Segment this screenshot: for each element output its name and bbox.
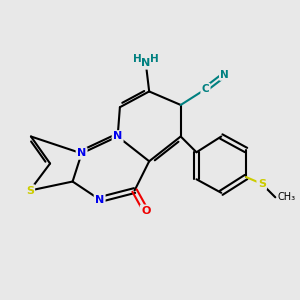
Text: CH₃: CH₃ [278,192,296,202]
Text: S: S [258,179,266,189]
Text: S: S [26,185,34,196]
Text: C: C [202,84,209,94]
Text: N: N [95,195,104,205]
Text: N: N [141,58,150,68]
Text: N: N [220,70,229,80]
Text: H: H [150,54,159,64]
Text: H: H [133,54,141,64]
Text: N: N [113,131,122,142]
Text: N: N [77,148,86,158]
Text: O: O [141,206,151,216]
